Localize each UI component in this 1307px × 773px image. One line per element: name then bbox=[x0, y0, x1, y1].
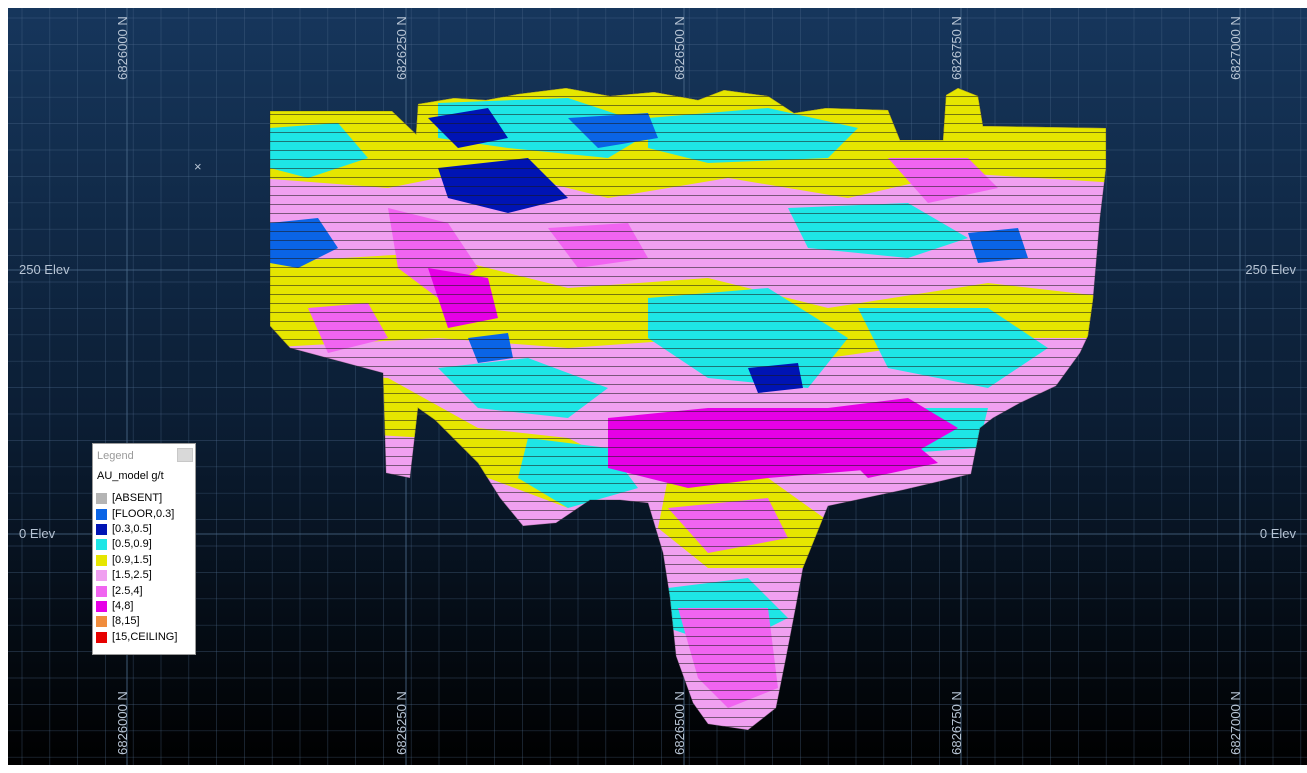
north-label-bottom-4: 6826750 N bbox=[949, 691, 964, 755]
elev-label-right-250: 250 Elev bbox=[1245, 262, 1296, 277]
legend-item: [4,8] bbox=[96, 599, 194, 614]
legend-swatch bbox=[96, 616, 107, 628]
legend-item: [FLOOR,0.3] bbox=[96, 506, 194, 521]
section-outline bbox=[269, 87, 1107, 731]
north-label-bottom-1: 6826000 N bbox=[115, 691, 130, 755]
legend-label: [0.3,0.5] bbox=[112, 522, 152, 535]
north-label-top-5: 6827000 N bbox=[1228, 16, 1243, 80]
legend-label: [ABSENT] bbox=[112, 492, 163, 505]
legend-swatch bbox=[96, 585, 107, 597]
north-label-top-2: 6826250 N bbox=[394, 16, 409, 80]
legend-label: [FLOOR,0.3] bbox=[112, 507, 175, 520]
cursor-marker: × bbox=[194, 159, 202, 174]
north-label-bottom-5: 6827000 N bbox=[1228, 691, 1243, 755]
north-label-top-1: 6826000 N bbox=[115, 16, 130, 80]
legend-model-name: AU_model g/t bbox=[97, 470, 164, 482]
legend-item: [8,15] bbox=[96, 614, 194, 629]
legend-item: [ABSENT] bbox=[96, 491, 194, 506]
elev-label-right-0: 0 Elev bbox=[1260, 526, 1297, 541]
legend-swatch bbox=[96, 600, 107, 612]
legend-swatch bbox=[96, 554, 107, 566]
legend-close-button[interactable] bbox=[177, 448, 193, 462]
legend-label: [0.5,0.9] bbox=[112, 538, 152, 551]
legend-swatch bbox=[96, 508, 107, 520]
legend-item: [1.5,2.5] bbox=[96, 568, 194, 583]
legend-label: [15,CEILING] bbox=[112, 630, 178, 643]
north-label-bottom-2: 6826250 N bbox=[394, 691, 409, 755]
legend-swatch bbox=[96, 539, 107, 551]
section-view-canvas[interactable]: 6826000 N 6826250 N 6826500 N 6826750 N … bbox=[8, 8, 1307, 765]
legend-item: [0.5,0.9] bbox=[96, 537, 194, 552]
legend-swatch bbox=[96, 631, 107, 643]
legend-item: [0.3,0.5] bbox=[96, 522, 194, 537]
legend-item: [15,CEILING] bbox=[96, 630, 194, 645]
elev-label-left-0: 0 Elev bbox=[19, 526, 56, 541]
legend-item: [2.5,4] bbox=[96, 583, 194, 598]
north-label-bottom-3: 6826500 N bbox=[672, 691, 687, 755]
elev-label-left-250: 250 Elev bbox=[19, 262, 70, 277]
legend-label: [0.9,1.5] bbox=[112, 553, 152, 566]
legend-title: Legend bbox=[97, 450, 134, 462]
legend-swatch bbox=[96, 570, 107, 582]
3d-viewport[interactable]: 6826000 N 6826250 N 6826500 N 6826750 N … bbox=[8, 8, 1307, 765]
legend-swatch bbox=[96, 493, 107, 505]
legend-item: [0.9,1.5] bbox=[96, 553, 194, 568]
legend-swatch bbox=[96, 523, 107, 535]
legend-label: [8,15] bbox=[112, 615, 140, 628]
legend-label: [1.5,2.5] bbox=[112, 569, 152, 582]
north-label-top-3: 6826500 N bbox=[672, 16, 687, 80]
grade-model-section bbox=[270, 88, 1106, 730]
legend-label: [4,8] bbox=[112, 599, 134, 612]
legend-items: [ABSENT] [FLOOR,0.3] [0.3,0.5] [0.5,0.9] [0.… bbox=[96, 491, 194, 645]
north-label-top-4: 6826750 N bbox=[949, 16, 964, 80]
legend-label: [2.5,4] bbox=[112, 584, 143, 597]
legend-panel[interactable]: Legend AU_model g/t [ABSENT] [FLOOR,0.3][… bbox=[92, 443, 196, 655]
